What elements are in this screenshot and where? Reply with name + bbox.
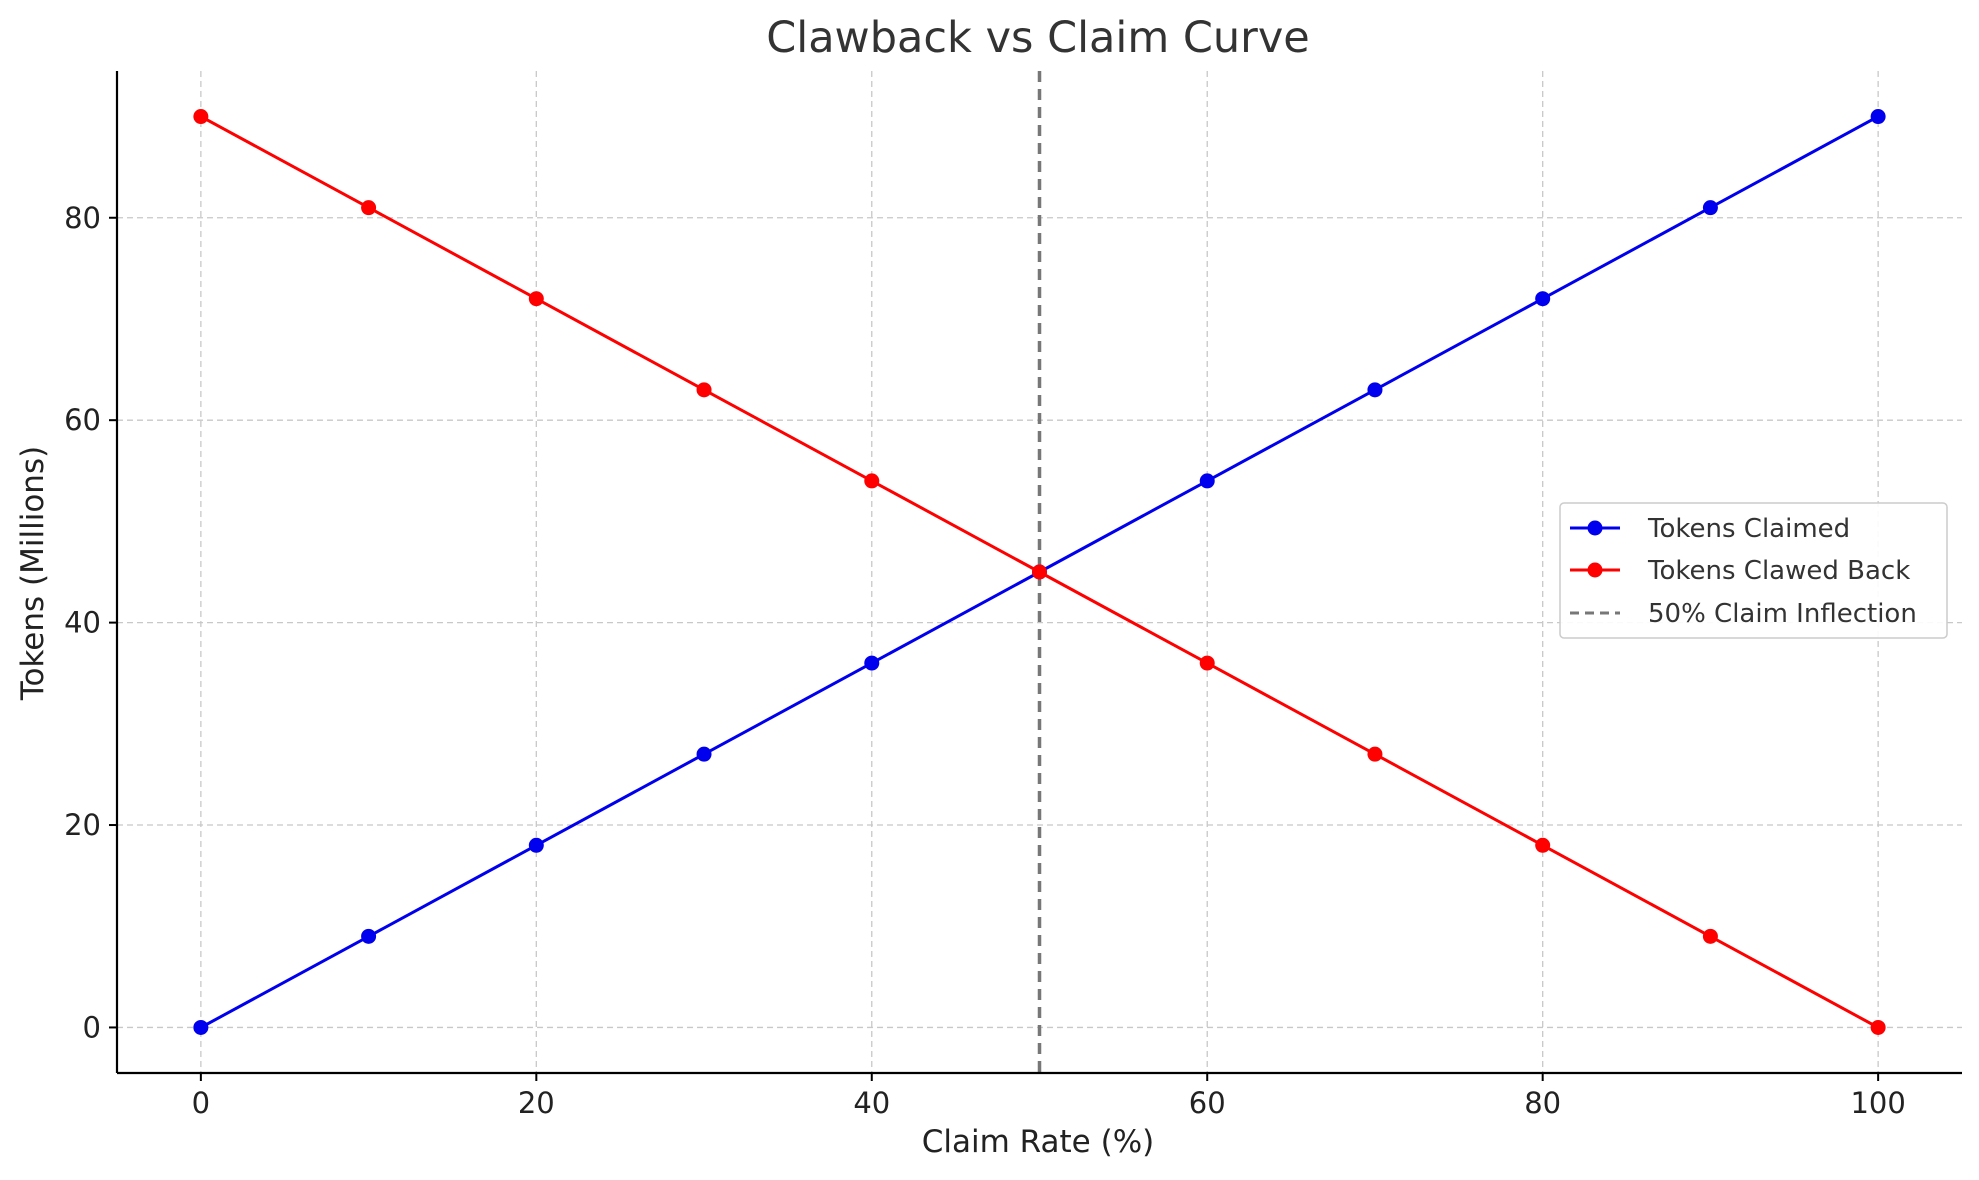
- data-point: [864, 655, 880, 671]
- y-tick-label: 20: [64, 808, 101, 842]
- x-tick-label: 0: [192, 1086, 210, 1120]
- x-tick-label: 60: [1189, 1086, 1226, 1120]
- data-point: [1199, 473, 1215, 489]
- x-tick-label: 100: [1850, 1086, 1905, 1120]
- data-point: [1535, 291, 1551, 307]
- data-point: [1032, 564, 1047, 580]
- y-tick-label: 0: [83, 1010, 101, 1044]
- legend-label-inflection: 50% Claim Inflection: [1648, 599, 1917, 629]
- legend-label-claimed: Tokens Claimed: [1647, 514, 1850, 544]
- data-point: [696, 382, 712, 398]
- x-axis-label: Claim Rate (%): [922, 1124, 1155, 1160]
- data-point: [361, 928, 377, 944]
- data-point: [1702, 928, 1718, 944]
- data-point: [1199, 655, 1215, 671]
- data-point: [1367, 382, 1383, 398]
- data-point: [696, 746, 712, 762]
- data-point: [1870, 109, 1886, 125]
- y-tick-label: 40: [64, 606, 101, 640]
- x-tick-label: 40: [853, 1086, 890, 1120]
- legend-frame: [1559, 502, 1948, 639]
- legend-marker-clawed-back: [1587, 562, 1603, 578]
- y-tick-label: 60: [64, 403, 101, 437]
- legend-label-clawed-back: Tokens Clawed Back: [1647, 556, 1910, 586]
- x-tick-label: 20: [518, 1086, 555, 1120]
- legend-item-claimed: Tokens Claimed: [1570, 514, 1850, 544]
- x-tick-label: 80: [1524, 1086, 1561, 1120]
- axes: [109, 71, 1962, 1081]
- legend-item-inflection: 50% Claim Inflection: [1570, 599, 1917, 629]
- data-point: [1367, 746, 1383, 762]
- data-point: [1535, 837, 1551, 853]
- data-point: [528, 837, 544, 853]
- data-point: [361, 200, 377, 216]
- data-point: [1702, 200, 1718, 216]
- legend-marker-claimed: [1587, 520, 1603, 536]
- series-1: [193, 109, 1886, 1035]
- data-point: [193, 109, 209, 125]
- y-axis-label: Tokens (Millions): [15, 446, 51, 701]
- data-point: [193, 1019, 209, 1035]
- data-point: [864, 473, 880, 489]
- data-point: [1870, 1019, 1886, 1035]
- data-point: [528, 291, 544, 307]
- series-layer: [193, 109, 1886, 1035]
- tick-labels: 0 20 40 60 80 100 0 20 40 60 80: [64, 201, 1906, 1120]
- legend-item-clawed-back: Tokens Clawed Back: [1570, 556, 1910, 586]
- legend: Tokens Claimed Tokens Clawed Back 50% Cl…: [1559, 502, 1948, 639]
- chart-title: Clawback vs Claim Curve: [766, 13, 1310, 63]
- y-tick-label: 80: [64, 201, 101, 235]
